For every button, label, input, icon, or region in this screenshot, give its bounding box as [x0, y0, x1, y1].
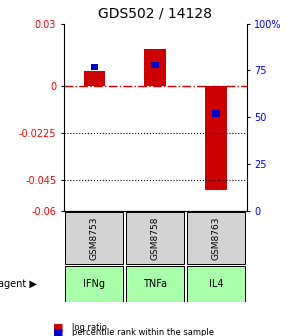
Text: TNFa: TNFa [143, 279, 167, 289]
FancyBboxPatch shape [187, 212, 245, 264]
Text: ■: ■ [53, 328, 63, 336]
Text: GSM8758: GSM8758 [151, 216, 160, 260]
Text: percentile rank within the sample: percentile rank within the sample [72, 328, 215, 336]
FancyBboxPatch shape [126, 266, 184, 302]
Text: IL4: IL4 [209, 279, 223, 289]
FancyBboxPatch shape [187, 266, 245, 302]
Bar [90, 64, 98, 70]
Bar [205, 86, 227, 191]
Bar [84, 72, 105, 86]
FancyBboxPatch shape [126, 212, 184, 264]
FancyBboxPatch shape [65, 212, 124, 264]
Bar [144, 48, 166, 86]
Text: GSM8763: GSM8763 [211, 216, 221, 260]
Bar [212, 111, 220, 117]
Title: GDS502 / 14128: GDS502 / 14128 [98, 7, 212, 21]
FancyBboxPatch shape [65, 266, 124, 302]
Text: IFNg: IFNg [83, 279, 105, 289]
Text: log ratio: log ratio [72, 323, 107, 332]
Text: ■: ■ [53, 323, 63, 333]
Text: GSM8753: GSM8753 [90, 216, 99, 260]
Text: agent ▶: agent ▶ [0, 279, 36, 289]
Bar [151, 62, 159, 68]
